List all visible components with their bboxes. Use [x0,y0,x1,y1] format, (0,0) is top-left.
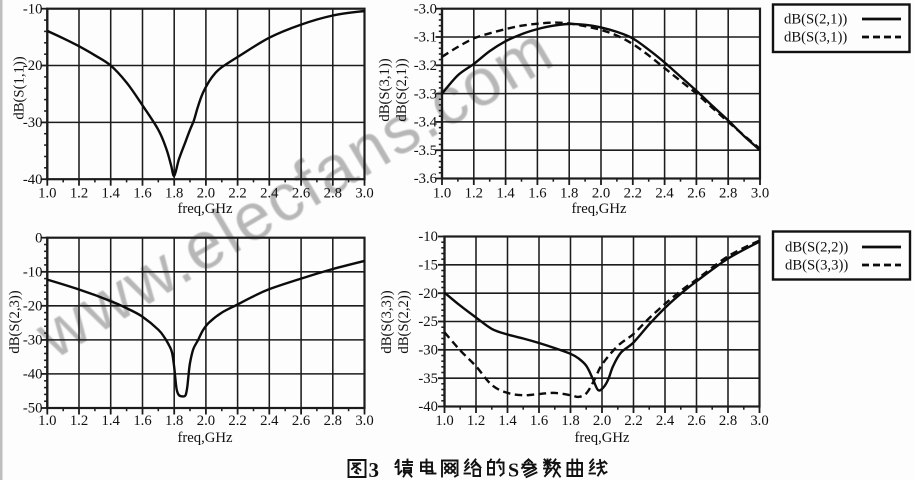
svg-text:-3.0: -3.0 [414,1,437,17]
svg-text:-15: -15 [418,258,438,274]
svg-text:dB(S(3,1)): dB(S(3,1)) [784,30,847,46]
svg-text:3: 3 [369,458,380,480]
svg-text:1.4: 1.4 [102,413,121,429]
svg-text:1.2: 1.2 [467,413,485,429]
svg-text:dB(S(3,3)): dB(S(3,3)) [379,290,395,353]
svg-text:1.6: 1.6 [133,186,151,202]
svg-text:-3.3: -3.3 [414,86,437,102]
svg-text:2.4: 2.4 [260,413,279,429]
svg-text:dB(S(3,1)): dB(S(3,1)) [377,58,393,121]
svg-text:1.0: 1.0 [38,413,56,429]
svg-text:-10: -10 [23,1,43,17]
svg-text:1.4: 1.4 [102,186,121,202]
svg-text:-20: -20 [418,286,438,302]
svg-text:1.4: 1.4 [496,186,515,202]
svg-text:-3.4: -3.4 [414,115,438,131]
svg-text:1.2: 1.2 [465,186,483,202]
svg-text:1.2: 1.2 [70,186,88,202]
svg-text:1.8: 1.8 [165,413,183,429]
svg-text:-30: -30 [23,115,43,131]
svg-text:1.0: 1.0 [435,413,453,429]
svg-text:2.6: 2.6 [292,413,310,429]
svg-text:3.0: 3.0 [751,186,769,202]
svg-text:2.6: 2.6 [292,186,310,202]
svg-text:-30: -30 [418,343,438,359]
svg-text:3.0: 3.0 [355,186,373,202]
svg-text:freq,GHz: freq,GHz [177,201,233,217]
svg-text:dB(S(1,1)): dB(S(1,1)) [12,56,28,119]
svg-text:-50: -50 [23,401,43,417]
svg-text:1.8: 1.8 [165,186,183,202]
svg-text:-25: -25 [418,314,438,330]
svg-text:-40: -40 [23,367,43,383]
svg-text:-3.1: -3.1 [414,30,437,46]
svg-text:-3.5: -3.5 [414,143,437,159]
svg-text:freq,GHz: freq,GHz [571,201,627,217]
svg-text:2.4: 2.4 [656,413,675,429]
svg-text:2.6: 2.6 [687,186,705,202]
svg-text:-20: -20 [23,299,43,315]
svg-text:-30: -30 [23,333,43,349]
svg-text:1.6: 1.6 [530,413,548,429]
svg-text:dB(S(2,3)): dB(S(2,3)) [7,290,23,353]
svg-text:3.0: 3.0 [750,413,768,429]
svg-text:2.4: 2.4 [655,186,674,202]
svg-text:2.0: 2.0 [197,186,215,202]
svg-text:2.0: 2.0 [592,186,610,202]
svg-text:-40: -40 [23,172,43,188]
svg-text:2.2: 2.2 [624,413,642,429]
svg-text:-3.2: -3.2 [414,58,437,74]
svg-text:S: S [508,460,519,480]
svg-text:1.8: 1.8 [561,413,579,429]
svg-text:2.2: 2.2 [228,186,246,202]
svg-text:1.0: 1.0 [38,186,56,202]
svg-text:1.2: 1.2 [70,413,88,429]
svg-text:2.0: 2.0 [197,413,215,429]
svg-text:2.2: 2.2 [228,413,246,429]
svg-text:2.4: 2.4 [260,186,279,202]
svg-text:1.0: 1.0 [433,186,451,202]
svg-text:dB(S(2,1)): dB(S(2,1)) [784,12,847,28]
svg-text:dB(S(2,2)): dB(S(2,2)) [785,240,848,256]
svg-text:2.0: 2.0 [593,413,611,429]
svg-text:-40: -40 [418,399,438,415]
svg-text:2.8: 2.8 [324,186,342,202]
svg-text:freq,GHz: freq,GHz [574,430,630,446]
svg-text:-3.6: -3.6 [414,171,437,187]
svg-text:2.2: 2.2 [624,186,642,202]
svg-text:dB(S(2,1)): dB(S(2,1)) [394,58,410,121]
svg-text:-20: -20 [23,58,43,74]
svg-text:0: 0 [35,230,42,246]
svg-text:3.0: 3.0 [355,413,373,429]
svg-text:2.8: 2.8 [719,186,737,202]
svg-text:dB(S(2,2)): dB(S(2,2)) [396,290,412,353]
svg-text:-10: -10 [23,265,43,281]
svg-text:-10: -10 [418,229,438,245]
svg-text:1.6: 1.6 [133,413,151,429]
svg-text:1.8: 1.8 [560,186,578,202]
svg-text:1.4: 1.4 [498,413,517,429]
svg-text:1.6: 1.6 [528,186,546,202]
svg-text:2.6: 2.6 [687,413,705,429]
svg-text:freq,GHz: freq,GHz [177,430,233,446]
svg-text:dB(S(3,3)): dB(S(3,3)) [785,258,848,274]
svg-text:-35: -35 [418,371,438,387]
svg-text:2.8: 2.8 [324,413,342,429]
svg-text:2.8: 2.8 [719,413,737,429]
